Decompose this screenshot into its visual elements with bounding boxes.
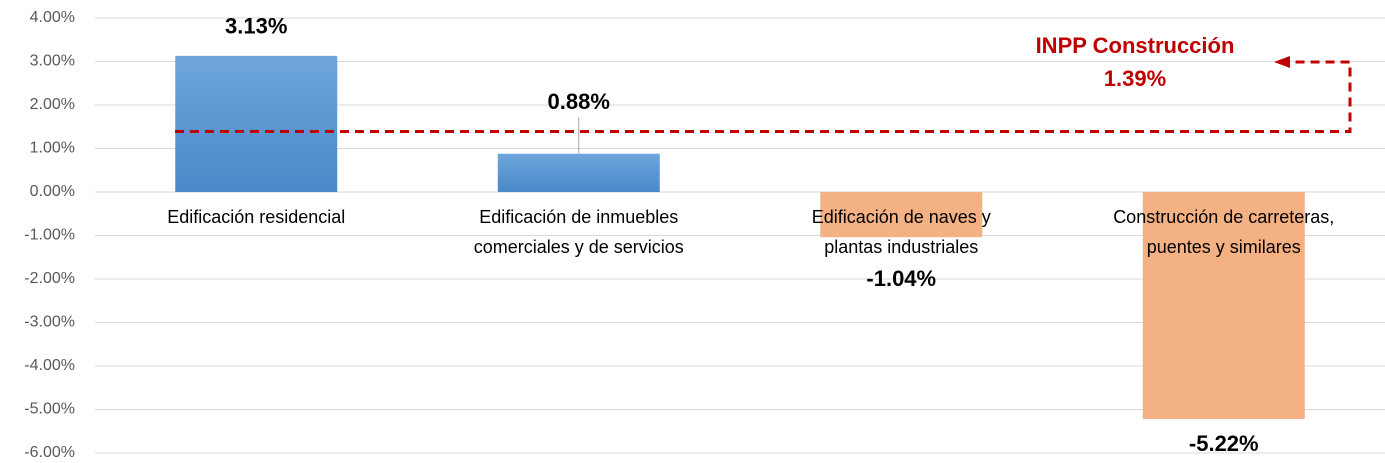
y-tick-label: 2.00% (30, 96, 75, 113)
reference-line (175, 60, 1352, 134)
value-label: 3.13% (225, 14, 287, 39)
y-tick-label: 3.00% (30, 53, 75, 70)
bar (497, 153, 660, 192)
x-tick-label: Edificación residencial (167, 207, 345, 227)
y-tick-label: 4.00% (30, 9, 75, 26)
y-tick-label: 1.00% (30, 140, 75, 157)
y-tick-label: 0.00% (30, 183, 75, 200)
reference-label: INPP Construcción (1036, 33, 1235, 58)
bar (175, 55, 338, 192)
y-tick-label: -2.00% (24, 270, 75, 287)
value-label: 0.88% (548, 89, 610, 114)
reference-value-label: 1.39% (1104, 66, 1166, 91)
bar (820, 192, 983, 238)
x-tick-label: Construcción de carreteras, puentes y sim… (1113, 207, 1334, 257)
x-tick-label: Edificación de inmuebles comerciales y de… (474, 207, 684, 257)
y-tick-label: -1.00% (24, 227, 75, 244)
y-tick-label: -3.00% (24, 314, 75, 331)
bar (1142, 192, 1305, 420)
reference-arrow (1274, 56, 1290, 68)
y-tick-label: -6.00% (24, 444, 75, 461)
y-tick-label: -4.00% (24, 357, 75, 374)
x-tick-label: Edificación de naves y plantas industrial… (812, 207, 991, 257)
value-label: -1.04% (866, 266, 936, 291)
value-label: -5.22% (1189, 431, 1259, 456)
y-tick-label: -5.00% (24, 401, 75, 418)
